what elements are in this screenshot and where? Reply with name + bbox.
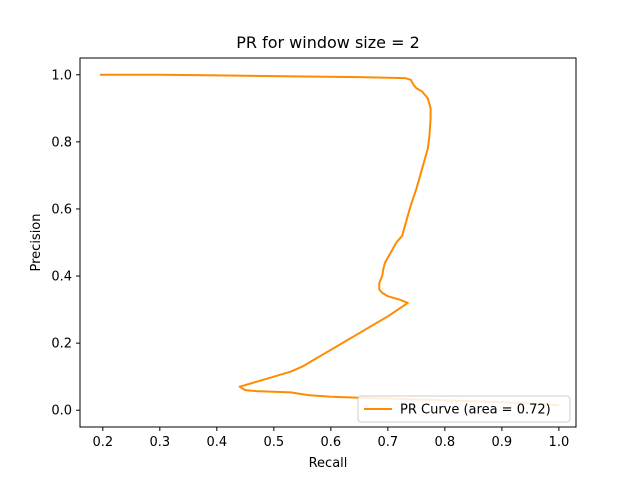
y-axis-label: Precision: [29, 213, 44, 271]
x-tick-label: 0.8: [435, 435, 456, 450]
x-tick-label: 0.5: [263, 435, 284, 450]
plot-frame: [79, 57, 577, 428]
y-tick-label: 0.4: [51, 270, 72, 285]
x-tick-label: 0.7: [378, 435, 399, 450]
y-tick-label: 1.0: [51, 68, 72, 83]
y-tick-label: 0.8: [51, 135, 72, 150]
y-axis-ticks: 0.0 0.2 0.4 0.6 0.8 1.0: [51, 68, 80, 419]
legend-label: PR Curve (area = 0.72): [400, 403, 551, 418]
x-axis-ticks: 0.2 0.3 0.4 0.5 0.6 0.7 0.8 0.9 1.0: [92, 427, 569, 450]
plot-area: [80, 58, 576, 427]
chart-title: PR for window size = 2: [236, 33, 420, 52]
legend-box: [357, 395, 571, 423]
x-tick-label: 0.2: [92, 435, 113, 450]
x-tick-label: 0.6: [321, 435, 342, 450]
y-tick-label: 0.0: [51, 404, 72, 419]
x-axis-label: Recall: [309, 456, 348, 471]
y-tick-label: 0.6: [51, 202, 72, 217]
x-tick-label: 0.3: [149, 435, 170, 450]
legend: PR Curve (area = 0.72): [357, 395, 571, 423]
series-layer: [100, 73, 559, 407]
pr-curve-line: [100, 73, 559, 407]
x-tick-label: 0.4: [206, 435, 227, 450]
x-tick-label: 0.9: [492, 435, 513, 450]
x-tick-label: 1.0: [549, 435, 570, 450]
y-tick-label: 0.2: [51, 337, 72, 352]
